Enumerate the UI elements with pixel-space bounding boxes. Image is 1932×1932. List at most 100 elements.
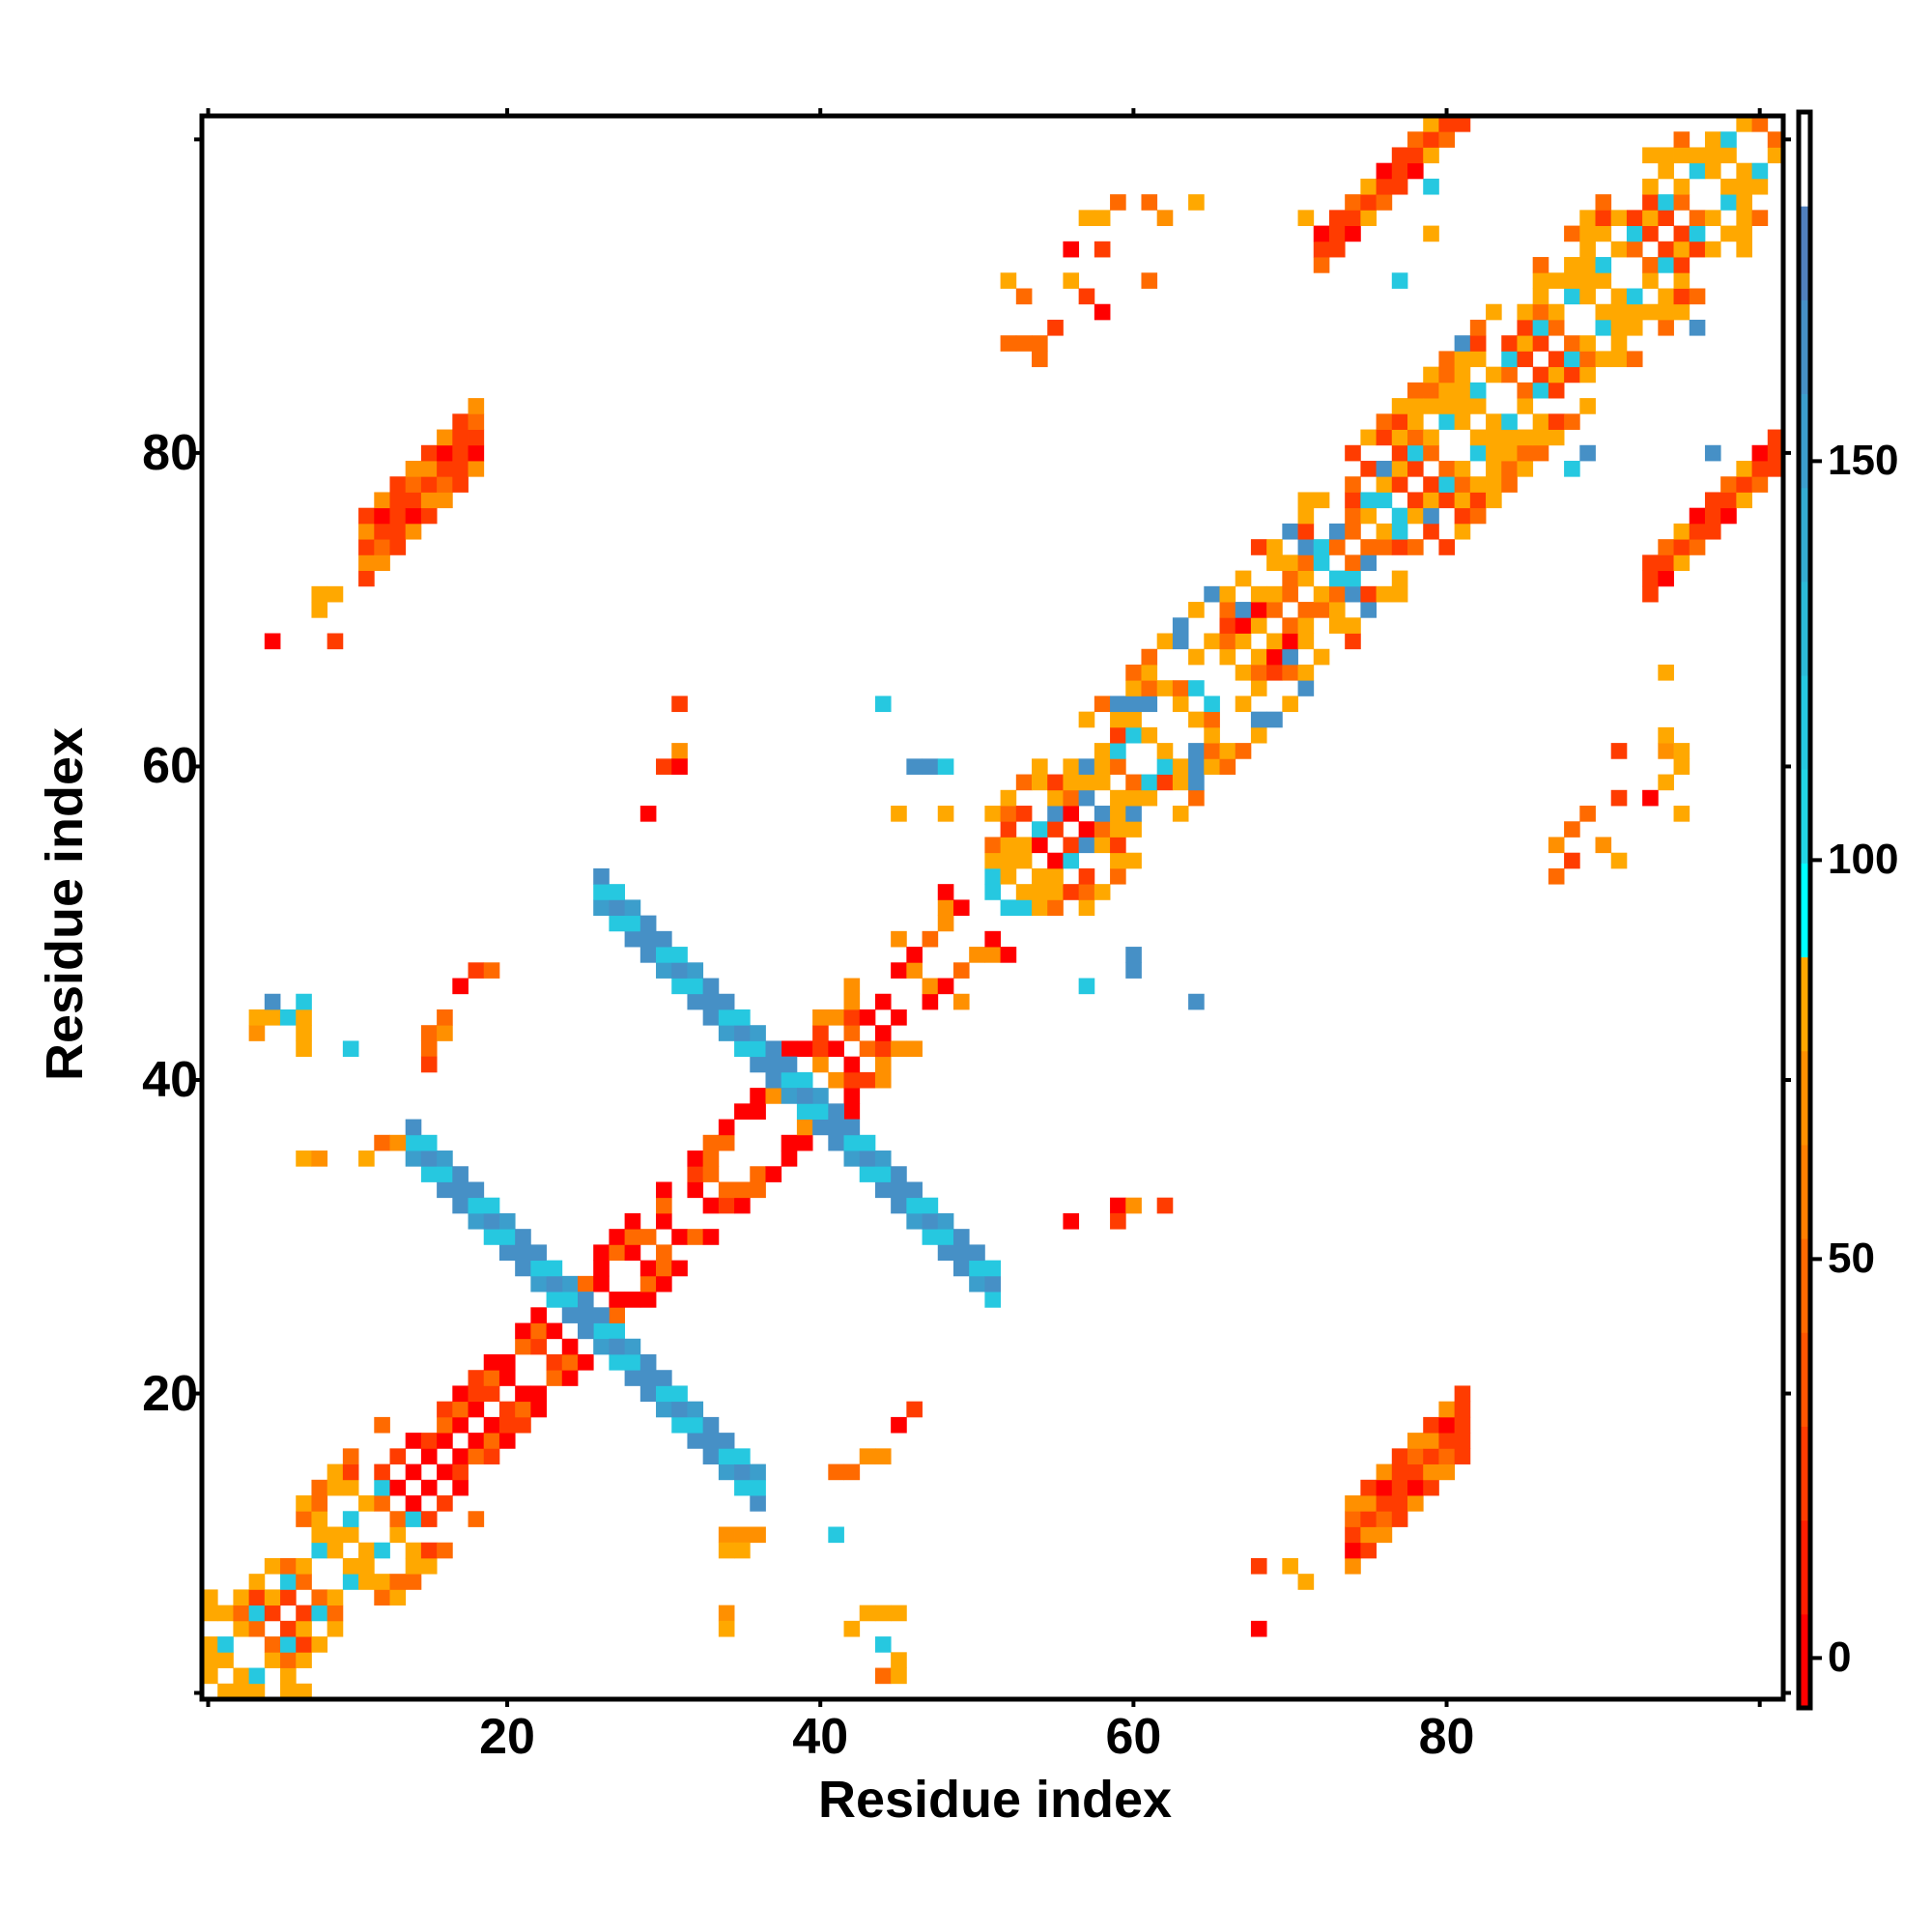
heatmap-cell [1610, 288, 1628, 305]
heatmap-cell [624, 1229, 641, 1245]
heatmap-cell [327, 1620, 344, 1637]
heatmap-cell [374, 1479, 390, 1496]
heatmap-cell [1548, 382, 1565, 399]
heatmap-cell [750, 1025, 766, 1041]
heatmap-cell [718, 1526, 735, 1544]
heatmap-cell [1595, 351, 1612, 368]
heatmap-cell [1720, 178, 1737, 195]
heatmap-cell [1313, 225, 1330, 242]
heatmap-cell [891, 1416, 907, 1434]
heatmap-cell [1204, 585, 1220, 603]
heatmap-cell [952, 962, 970, 979]
heatmap-cell [1204, 633, 1220, 650]
heatmap-cell [1454, 523, 1471, 540]
heatmap-cell [1345, 1511, 1361, 1527]
heatmap-cell [296, 1151, 312, 1167]
heatmap-cell [389, 1574, 407, 1590]
heatmap-cell [420, 1479, 438, 1496]
heatmap-cell [1188, 680, 1205, 696]
heatmap-cell [702, 1433, 720, 1449]
heatmap-cell [483, 1370, 500, 1386]
heatmap-cell [1658, 319, 1674, 336]
heatmap-cell [1454, 492, 1471, 509]
heatmap-cell [937, 1212, 954, 1230]
heatmap-cell [389, 1134, 407, 1151]
heatmap-cell [468, 1448, 485, 1464]
heatmap-cell [1219, 617, 1236, 634]
heatmap-cell [1704, 507, 1721, 525]
heatmap-cell [1501, 366, 1518, 384]
heatmap-cell [561, 1353, 579, 1371]
heatmap-cell [420, 1433, 438, 1449]
heatmap-cell [624, 1370, 641, 1386]
heatmap-cell [1469, 382, 1487, 399]
heatmap-cell [1673, 241, 1690, 258]
heatmap-cell [639, 930, 657, 948]
heatmap-cell [1736, 210, 1752, 226]
heatmap-cell [1345, 507, 1361, 525]
heatmap-cell [389, 1589, 407, 1606]
heatmap-cell [437, 1463, 453, 1481]
heatmap-cell [452, 1197, 469, 1214]
heatmap-cell [1767, 147, 1784, 164]
heatmap-cell [405, 1511, 422, 1527]
heatmap-cell [1297, 633, 1315, 650]
heatmap-cell [1454, 1385, 1471, 1403]
heatmap-cell [1658, 554, 1674, 572]
heatmap-cell [1360, 210, 1377, 226]
heatmap-cell [1188, 774, 1205, 791]
heatmap-cell [1297, 617, 1315, 634]
heatmap-cell [452, 1448, 469, 1464]
heatmap-cell [828, 1103, 844, 1120]
heatmap-cell [1172, 774, 1189, 791]
heatmap-cell [734, 1479, 751, 1496]
heatmap-cell [515, 1260, 531, 1277]
heatmap-cell [1032, 351, 1048, 368]
heatmap-cell [906, 962, 923, 979]
heatmap-cell [452, 461, 469, 477]
heatmap-cell [891, 962, 907, 979]
heatmap-cell [750, 1479, 766, 1496]
heatmap-cell [593, 1322, 610, 1340]
heatmap-cell [498, 1433, 516, 1449]
heatmap-cell [1000, 852, 1017, 869]
heatmap-cell [546, 1275, 563, 1293]
heatmap-cell [1156, 743, 1174, 759]
heatmap-cell [1110, 194, 1126, 211]
heatmap-cell [1235, 602, 1252, 618]
heatmap-cell [734, 1197, 751, 1214]
heatmap-cell [859, 1448, 876, 1464]
heatmap-cell [1391, 476, 1408, 493]
heatmap-cell [843, 1009, 861, 1026]
heatmap-cell [1125, 821, 1142, 838]
heatmap-cell [498, 1244, 516, 1262]
heatmap-cell [1532, 272, 1549, 289]
heatmap-cell [859, 1134, 876, 1151]
heatmap-cell [374, 1416, 390, 1434]
heatmap-cell [1469, 507, 1487, 525]
heatmap-cell [498, 1229, 516, 1245]
heatmap-cell [1454, 1448, 1471, 1464]
heatmap-cell [1673, 288, 1690, 305]
heatmap-cell [1704, 162, 1721, 180]
heatmap-cell [891, 1009, 907, 1026]
heatmap-cell [1423, 476, 1439, 493]
heatmap-cell [389, 476, 407, 493]
heatmap-cell [609, 1307, 626, 1323]
heatmap-cell [891, 1181, 907, 1199]
heatmap-cell [1141, 696, 1158, 713]
heatmap-cell [437, 1433, 453, 1449]
heatmap-cell [609, 1292, 626, 1308]
heatmap-cell [1391, 1448, 1408, 1464]
heatmap-cell [718, 993, 735, 1010]
colorbar-bin [1799, 1613, 1810, 1709]
heatmap-cell [1094, 696, 1111, 713]
heatmap-cell [1266, 585, 1283, 603]
heatmap-cell [1751, 162, 1769, 180]
heatmap-cell [1094, 837, 1111, 854]
heatmap-cell [515, 1401, 531, 1418]
heatmap-cell [389, 492, 407, 509]
heatmap-cell [468, 461, 485, 477]
heatmap-cell [1219, 633, 1236, 650]
heatmap-cell [248, 1683, 266, 1700]
